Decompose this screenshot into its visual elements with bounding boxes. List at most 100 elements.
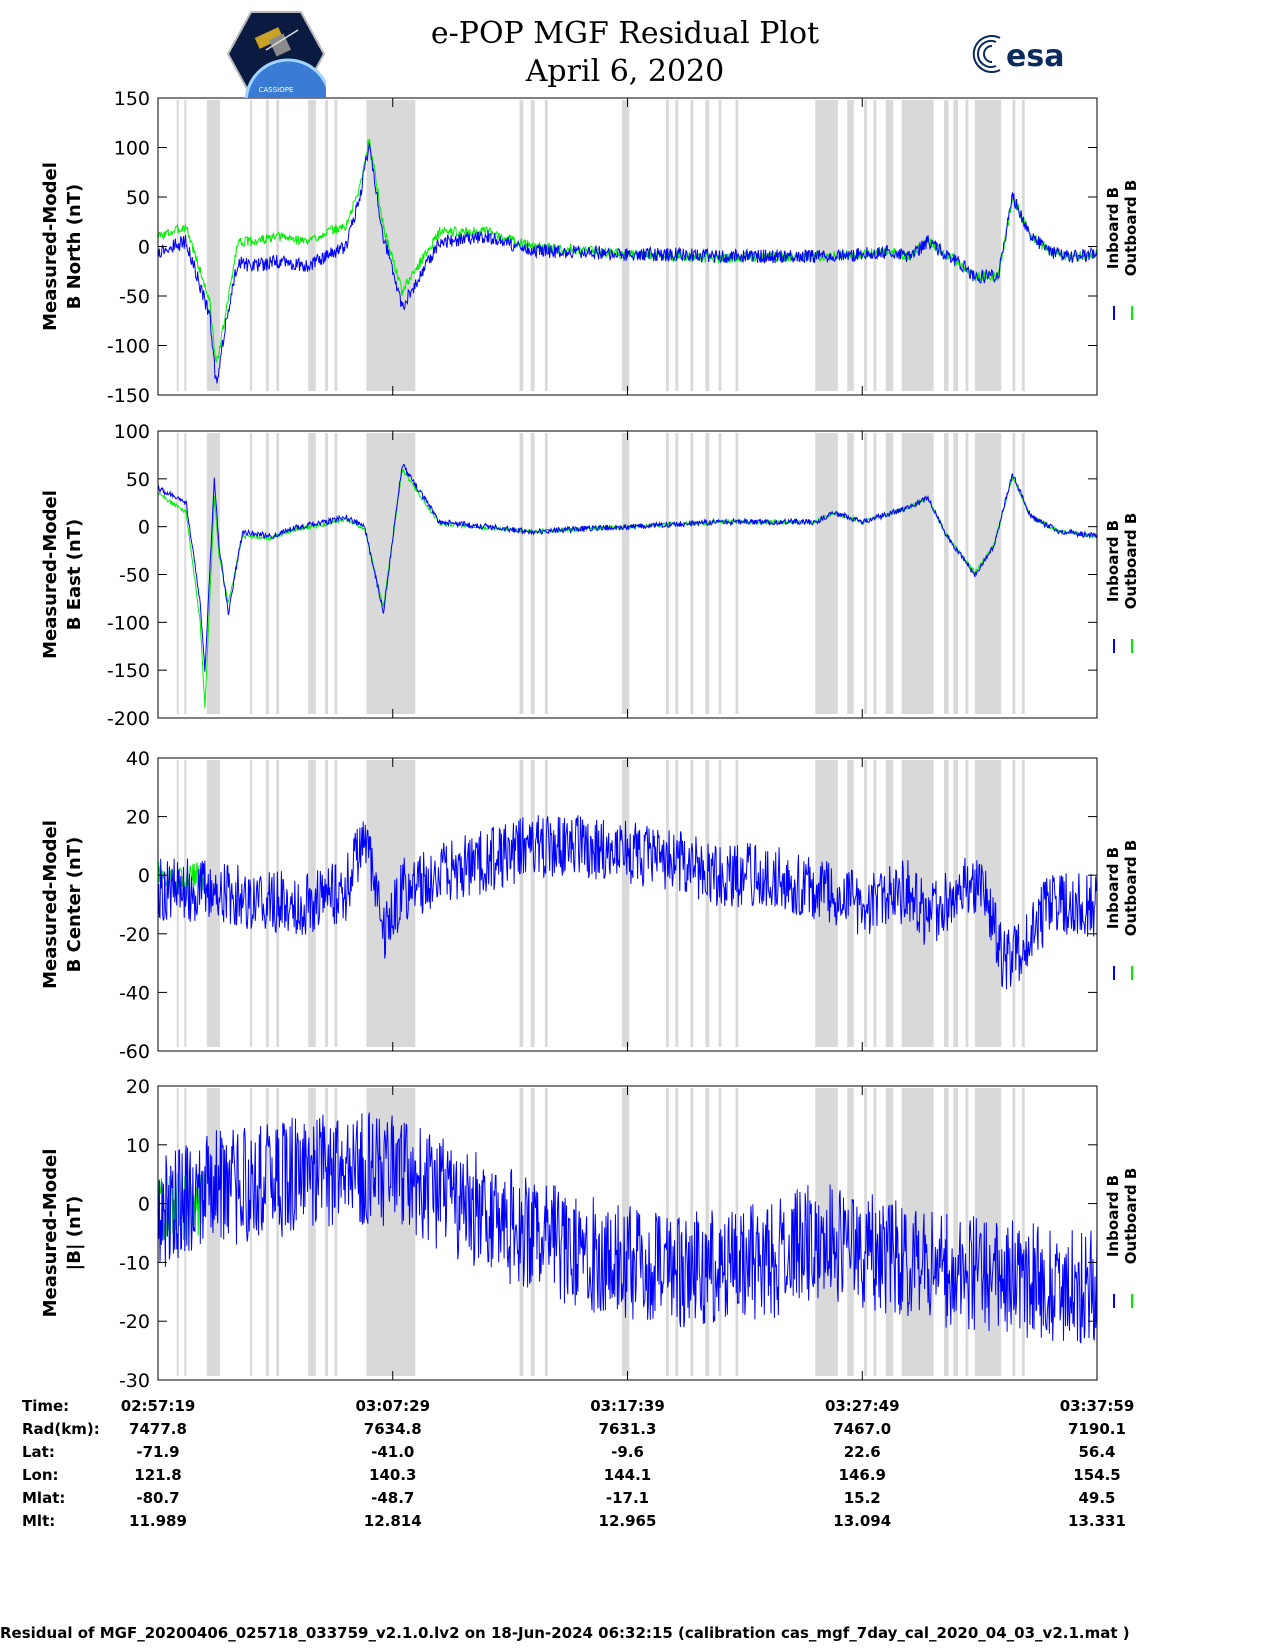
- cassiope-logo-icon: CASSIOPE: [226, 11, 326, 98]
- series-line-inboard-b: [157, 464, 1098, 672]
- shaded-interval: [885, 433, 894, 714]
- shaded-interval: [847, 1088, 854, 1376]
- y-axis-label: B East (nT): [64, 519, 85, 631]
- panel-4: -30 -20 -10 0 10 20 Measured-Model |B| (nT) Inbo…: [40, 1076, 1140, 1392]
- shaded-interval: [544, 433, 548, 714]
- y-tick-label: 0: [138, 865, 150, 887]
- info-cell: 03:17:39: [590, 1397, 665, 1415]
- shaded-interval: [530, 433, 535, 714]
- info-cell: 12.814: [364, 1512, 422, 1530]
- shaded-interval: [901, 1088, 934, 1376]
- shaded-interval: [1021, 760, 1025, 1047]
- footer-caption: Residual of MGF_20200406_025718_033759_v…: [0, 1624, 1130, 1642]
- shaded-interval: [184, 433, 187, 714]
- plot-title: e-POP MGF Residual Plot: [430, 16, 820, 51]
- info-cell: 03:27:49: [825, 1397, 900, 1415]
- y-tick-label: -100: [107, 336, 150, 358]
- shaded-interval: [519, 760, 524, 1047]
- shaded-interval: [705, 1088, 710, 1376]
- shaded-interval: [621, 433, 630, 714]
- shaded-interval: [718, 100, 722, 391]
- info-cell: -9.6: [611, 1443, 644, 1461]
- shaded-interval: [366, 100, 416, 391]
- info-cell: -71.9: [136, 1443, 179, 1461]
- info-cell: 7477.8: [129, 1420, 187, 1438]
- y-tick-label: -60: [119, 1041, 150, 1063]
- legend-label: Outboard B: [1122, 840, 1140, 937]
- y-tick-label: -100: [107, 612, 150, 634]
- y-axis-label: Measured-Model: [40, 820, 61, 989]
- shaded-interval: [965, 100, 969, 391]
- shaded-interval: [308, 433, 316, 714]
- info-row-label: Mlat:: [22, 1489, 65, 1507]
- y-tick-label: -150: [107, 385, 150, 407]
- info-cell: 02:57:19: [121, 1397, 196, 1415]
- shaded-interval: [325, 433, 328, 714]
- shaded-interval: [206, 433, 220, 714]
- shaded-interval: [953, 100, 959, 391]
- info-row-label: Lat:: [22, 1443, 55, 1461]
- shaded-interval: [943, 100, 949, 391]
- shaded-interval: [265, 433, 269, 714]
- info-cell: 7631.3: [599, 1420, 657, 1438]
- shaded-interval: [621, 100, 630, 391]
- shaded-interval: [815, 100, 838, 391]
- shaded-interval: [1012, 100, 1016, 391]
- info-row-label: Mlt:: [22, 1512, 55, 1530]
- info-cell: 13.331: [1068, 1512, 1126, 1530]
- shaded-interval: [265, 100, 269, 391]
- shaded-interval: [184, 100, 187, 391]
- panel-3: -60 -40 -20 0 20 40 Measured-Model B Center (nT…: [40, 748, 1140, 1063]
- info-cell: -41.0: [371, 1443, 414, 1461]
- shaded-interval: [718, 433, 722, 714]
- info-cell: 146.9: [839, 1466, 886, 1484]
- shaded-interval: [334, 433, 338, 714]
- shaded-interval: [873, 433, 877, 714]
- shaded-interval: [815, 433, 838, 714]
- shaded-interval: [953, 1088, 959, 1376]
- info-cell: 03:37:59: [1060, 1397, 1135, 1415]
- legend-label: Inboard B: [1104, 520, 1122, 602]
- info-cell: 144.1: [604, 1466, 651, 1484]
- y-tick-label: 10: [126, 1135, 150, 1157]
- shaded-interval: [847, 100, 854, 391]
- shaded-interval: [206, 100, 220, 391]
- shaded-interval: [885, 100, 894, 391]
- shaded-interval: [965, 760, 969, 1047]
- shaded-interval: [265, 1088, 269, 1376]
- esa-logo-icon: esa: [972, 35, 1064, 74]
- series-line-inboard-b: [157, 1112, 1098, 1344]
- shaded-interval: [325, 760, 328, 1047]
- shaded-interval: [621, 760, 630, 1047]
- info-cell: -80.7: [136, 1489, 179, 1507]
- info-cell: 15.2: [844, 1489, 881, 1507]
- y-tick-label: 40: [126, 748, 150, 770]
- shaded-interval: [519, 100, 524, 391]
- shaded-interval: [544, 760, 548, 1047]
- shaded-interval: [1012, 760, 1016, 1047]
- shaded-interval: [276, 100, 280, 391]
- legend-label: Outboard B: [1122, 180, 1140, 277]
- shaded-interval: [690, 1088, 694, 1376]
- y-tick-label: 20: [126, 1076, 150, 1098]
- panel-1: -150 -100 -50 0 50 100 150 Measured-Model B Nort…: [40, 88, 1140, 407]
- series-line-outboard-b: [157, 862, 206, 897]
- info-cell: 12.965: [599, 1512, 657, 1530]
- shaded-interval: [176, 100, 179, 391]
- cassiope-logo-text: CASSIOPE: [259, 86, 294, 94]
- shaded-interval: [901, 433, 934, 714]
- shaded-interval: [308, 1088, 316, 1376]
- info-cell: 03:07:29: [355, 1397, 430, 1415]
- shaded-interval: [308, 100, 316, 391]
- shaded-interval: [1012, 433, 1016, 714]
- y-tick-label: -50: [119, 286, 150, 308]
- shaded-interval: [735, 1088, 739, 1376]
- info-cell: 121.8: [134, 1466, 181, 1484]
- shaded-interval: [815, 760, 838, 1047]
- y-tick-label: -150: [107, 660, 150, 682]
- y-tick-label: -30: [119, 1370, 150, 1392]
- info-cell: -48.7: [371, 1489, 414, 1507]
- y-tick-label: -10: [119, 1252, 150, 1274]
- y-tick-label: 20: [126, 807, 150, 829]
- info-cell: 154.5: [1073, 1466, 1120, 1484]
